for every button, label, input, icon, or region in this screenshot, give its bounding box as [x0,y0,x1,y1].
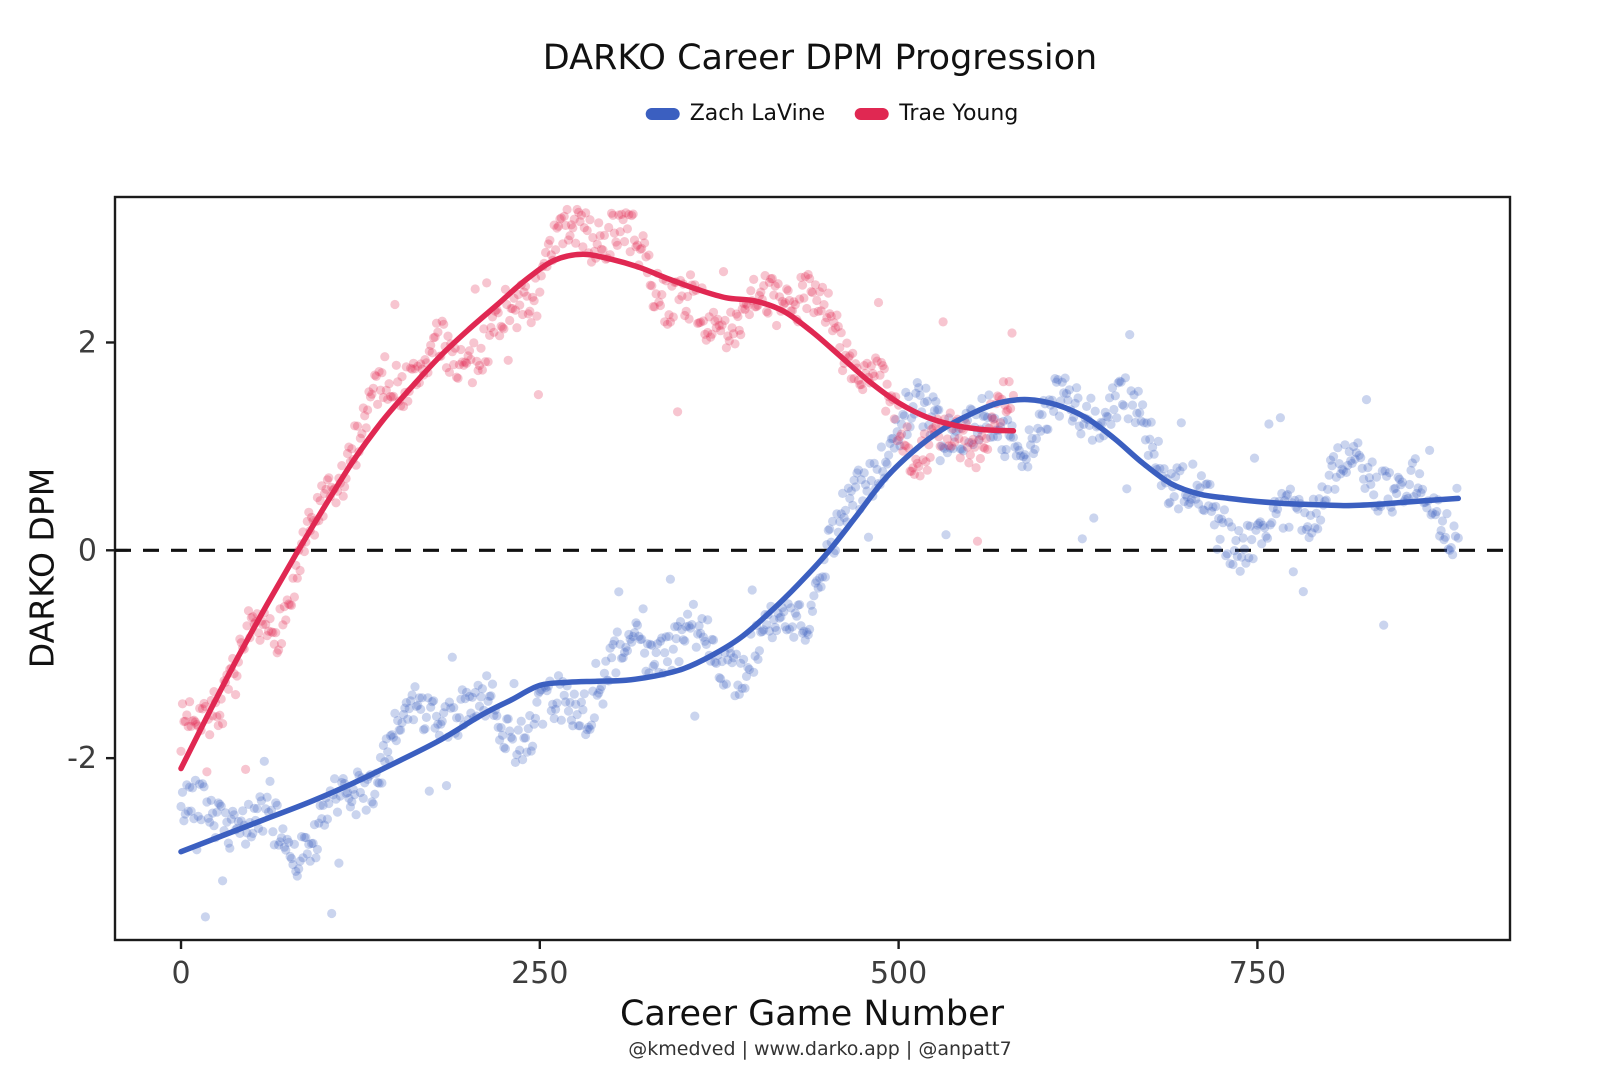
legend-label-trae-young: Trae Young [899,101,1019,126]
svg-text:0: 0 [78,533,97,568]
svg-text:0: 0 [171,956,190,991]
legend-swatch-blue [645,107,680,120]
y-axis-ticks: -2 0 2 [67,325,115,776]
legend-item-zach-lavine: Zach LaVine [645,101,826,126]
chart-title: DARKO Career DPM Progression [542,38,1098,78]
x-axis-label: Career Game Number [619,994,1005,1034]
legend-item-trae-young: Trae Young [855,101,1018,126]
svg-text:250: 250 [511,956,568,991]
svg-text:2: 2 [78,325,97,360]
scatter-zach-lavine [176,330,1463,922]
trend-line-zach-lavine [178,396,1462,855]
x-axis-ticks: 0 250 500 750 [171,940,1286,991]
footer-credits: @kmedved | www.darko.app | @anpatt7 [628,1038,1012,1060]
legend-swatch-red [855,107,890,120]
legend: Zach LaVine Trae Young [645,101,1018,126]
svg-text:750: 750 [1229,956,1286,991]
legend-label-zach-lavine: Zach LaVine [689,101,826,126]
svg-text:-2: -2 [67,741,97,776]
trend-line-trae-young [178,251,1017,772]
svg-text:500: 500 [870,956,927,991]
